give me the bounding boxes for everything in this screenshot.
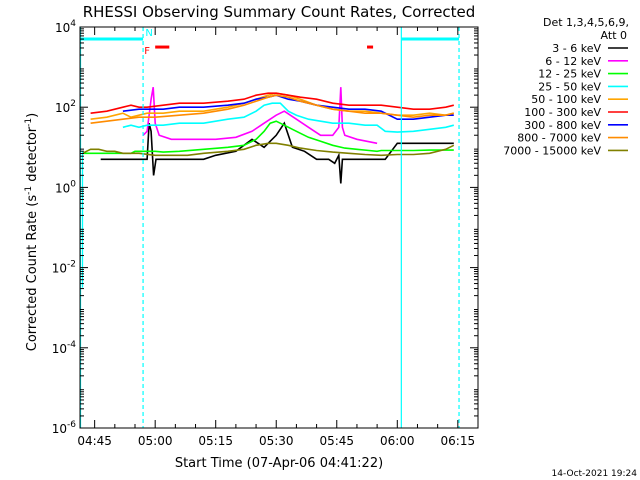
y-tick-label-0: 104 xyxy=(55,19,76,35)
series-line-8 xyxy=(82,142,455,157)
series-line-5 xyxy=(90,92,454,114)
series-line-2 xyxy=(82,120,454,155)
series-line-0 xyxy=(100,121,454,184)
legend-header-1: Det 1,3,4,5,6,9, xyxy=(543,16,629,29)
chart-title: RHESSI Observing Summary Count Rates, Co… xyxy=(83,3,476,21)
plot-area: NF xyxy=(79,27,460,428)
y-axis-label: Corrected Count Rate (s-1 detector-1) xyxy=(24,113,40,351)
x-tick-label-4: 05:45 xyxy=(319,434,354,448)
y-tick-label-5: 10-6 xyxy=(52,420,77,436)
marker-label-0: N xyxy=(145,28,152,39)
series-line-1 xyxy=(142,87,378,145)
x-tick-label-2: 05:15 xyxy=(198,434,233,448)
legend-label-2: 12 - 25 keV xyxy=(538,68,601,81)
y-tick-label-4: 10-4 xyxy=(52,340,77,356)
legend-label-3: 25 - 50 keV xyxy=(538,80,601,93)
legend-header-2: Att 0 xyxy=(601,29,627,42)
x-tick-label-1: 05:00 xyxy=(138,434,173,448)
y-tick-label-2: 100 xyxy=(55,179,76,195)
legend-label-5: 100 - 300 keV xyxy=(524,106,601,119)
x-tick-label-6: 06:15 xyxy=(441,434,476,448)
x-tick-label-0: 04:45 xyxy=(77,434,112,448)
plot-frame xyxy=(79,26,479,429)
series-line-7 xyxy=(90,94,454,124)
timestamp: 14-Oct-2021 19:24 xyxy=(552,469,638,479)
y-tick-label-3: 10-2 xyxy=(52,260,76,276)
x-tick-label-5: 06:00 xyxy=(380,434,415,448)
series-line-3 xyxy=(122,102,455,133)
legend-label-1: 6 - 12 keV xyxy=(545,55,601,68)
legend-label-8: 7000 - 15000 keV xyxy=(503,144,601,157)
legend-label-6: 300 - 800 keV xyxy=(524,119,601,132)
x-tick-label-3: 05:30 xyxy=(259,434,294,448)
y-tick-label-1: 102 xyxy=(55,99,76,115)
legend-label-7: 800 - 7000 keV xyxy=(517,132,601,145)
axes: 104 102 100 10-2 10-4 10-604:45 05:00 05:15 05:3… xyxy=(52,19,479,448)
x-axis-label: Start Time (07-Apr-06 04:41:22) xyxy=(175,456,383,471)
legend-label-4: 50 - 100 keV xyxy=(531,93,601,106)
series-line-6 xyxy=(122,94,454,120)
legend-label-0: 3 - 6 keV xyxy=(552,42,601,55)
marker-label-1: F xyxy=(144,46,150,57)
